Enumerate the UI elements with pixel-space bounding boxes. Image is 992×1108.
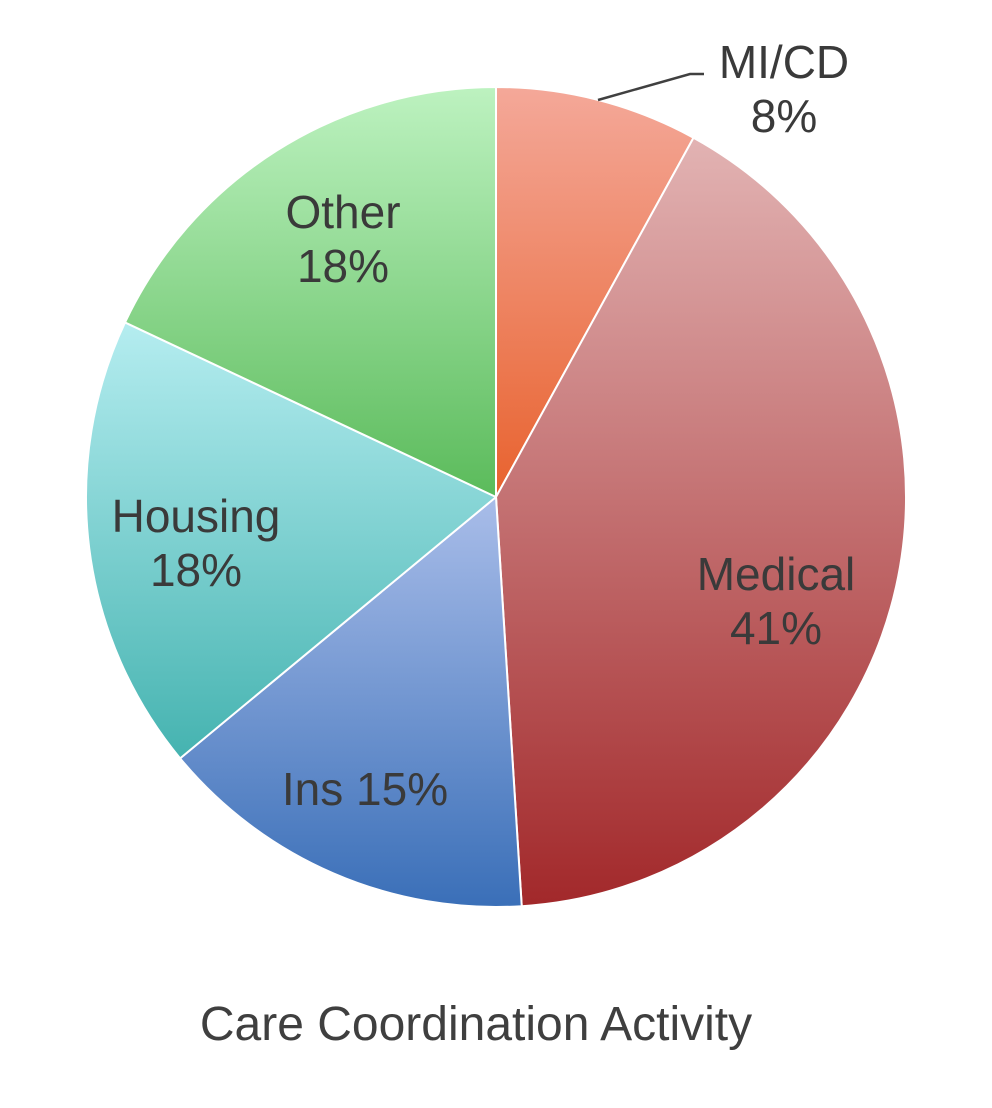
slice-percent-medical: 41% (730, 602, 822, 654)
pie-slice-medical (495, 136, 908, 908)
slice-label-other: Other 18% (285, 186, 400, 292)
slice-label-mi-cd: MI/CD 8% (719, 36, 849, 142)
chart-title: Care Coordination Activity (200, 998, 752, 1051)
slice-percent-mi-cd: 8% (751, 90, 817, 142)
slice-name-mi-cd: MI/CD (719, 36, 849, 88)
pie-slices (85, 86, 908, 908)
slice-name-medical: Medical (697, 548, 856, 600)
pie-slice-housing (85, 321, 497, 760)
pie-slice-other (124, 86, 497, 498)
slice-label-medical: Medical 41% (697, 548, 856, 654)
slice-label-ins: Ins 15% (282, 763, 448, 815)
mi-cd-leader-line (597, 72, 704, 102)
pie-slice-mi-cd (495, 86, 695, 498)
pie-slice-ins (179, 496, 523, 908)
slice-name-other: Other (285, 186, 400, 238)
pie-labels: MI/CD 8%Medical 41%Ins 15%Housing 18%Other 1… (112, 36, 856, 815)
slice-percent-housing: 18% (150, 544, 242, 596)
slice-name-housing: Housing (112, 490, 281, 542)
slice-percent-other: 18% (297, 240, 389, 292)
slice-label-housing: Housing 18% (112, 490, 281, 596)
